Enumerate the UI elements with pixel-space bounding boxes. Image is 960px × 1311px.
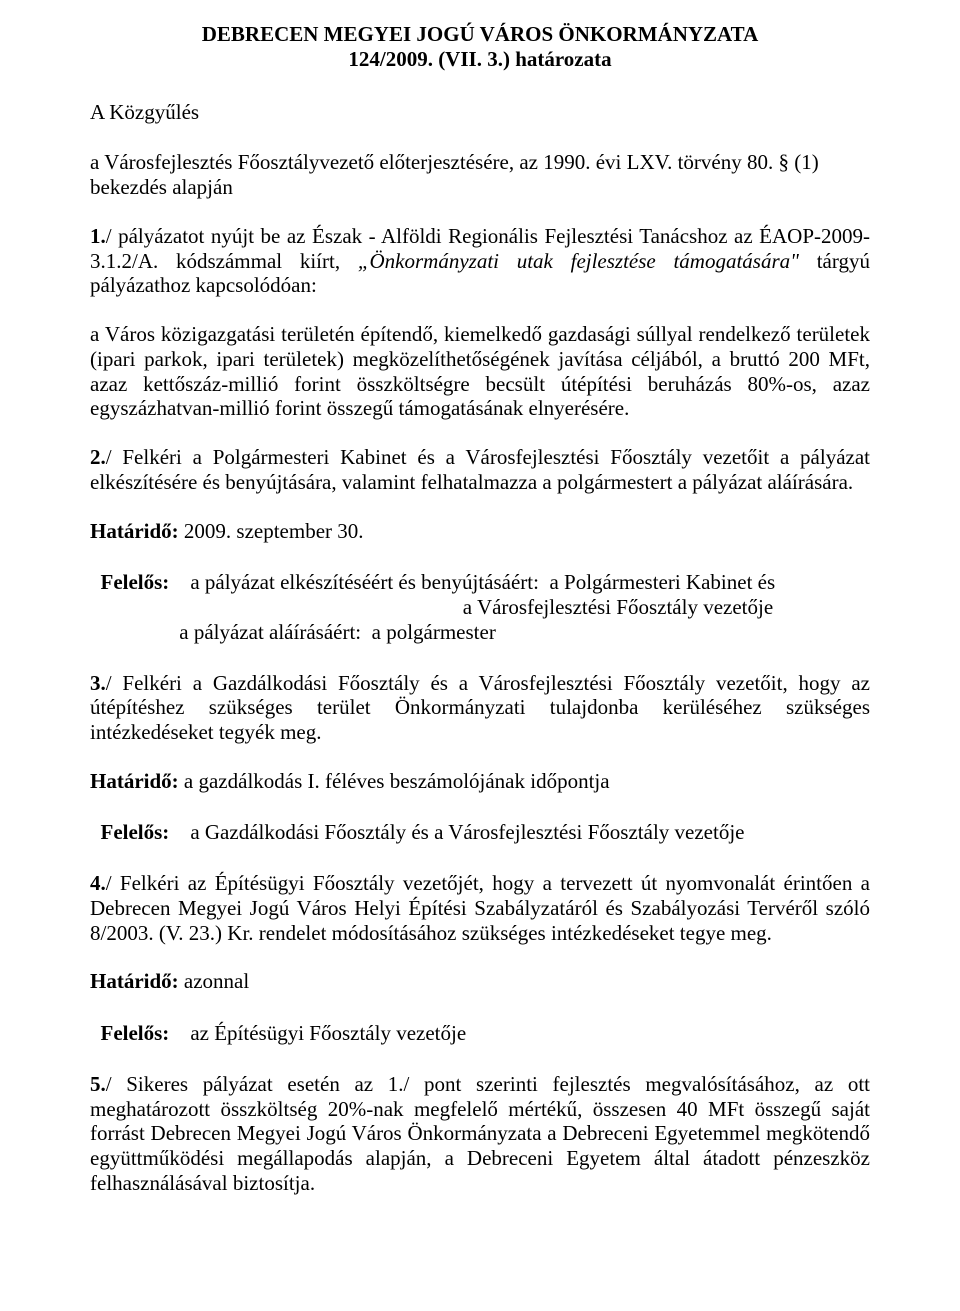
responsible-2: Felelős: a Gazdálkodási Főosztály és a V… [90,796,870,846]
p1-italic: „Önkormányzati utak fejlesztése támogatá… [358,249,799,273]
responsible-3-label: Felelős: [101,1021,170,1045]
deadline-3: Határidő: azonnal [90,969,870,994]
item-3-number: 3. [90,671,106,695]
title-line1: DEBRECEN MEGYEI JOGÚ VÁROS ÖNKORMÁNYZATA [202,22,759,46]
responsible-3-value: az Építésügyi Főosztály vezetője [169,1021,466,1045]
p4-text: / Felkéri az Építésügyi Főosztály vezető… [90,871,870,945]
item-4-number: 4. [90,871,106,895]
responsible-2-label: Felelős: [101,820,170,844]
title-line2: 124/2009. (VII. 3.) határozata [348,47,611,71]
paragraph-3: 3./ Felkéri a Gazdálkodási Főosztály és … [90,671,870,745]
deadline-1: Határidő: 2009. szeptember 30. [90,519,870,544]
responsible-1-r1b: a pályázat elkészítéséért és benyújtásáé… [190,570,775,594]
intro-line1: A Közgyűlés [90,100,870,125]
item-5-number: 5. [90,1072,106,1096]
deadline-2: Határidő: a gazdálkodás I. féléves beszá… [90,769,870,794]
p2-text: / Felkéri a Polgármesteri Kabinet és a V… [90,445,870,494]
paragraph-2: 2./ Felkéri a Polgármesteri Kabinet és a… [90,445,870,495]
responsible-1: Felelős: a pályázat elkészítéséért és be… [90,545,870,644]
paragraph-4: 4./ Felkéri az Építésügyi Főosztály veze… [90,871,870,945]
p3-text: / Felkéri a Gazdálkodási Főosztály és a … [90,671,870,745]
responsible-3: Felelős: az Építésügyi Főosztály vezetőj… [90,996,870,1046]
deadline-1-label: Határidő: [90,519,179,543]
deadline-2-label: Határidő: [90,769,179,793]
deadline-2-value: a gazdálkodás I. féléves beszámolójának … [179,769,610,793]
p5-text: / Sikeres pályázat esetén az 1./ pont sz… [90,1072,870,1195]
paragraph-1b: a Város közigazgatási területén építendő… [90,322,870,421]
intro-line2: a Városfejlesztés Főosztályvezető előter… [90,150,870,200]
deadline-1-value: 2009. szeptember 30. [179,519,364,543]
paragraph-1a: 1./ pályázatot nyújt be az Észak - Alföl… [90,224,870,298]
deadline-3-label: Határidő: [90,969,179,993]
responsible-1-r2: a Városfejlesztési Főosztály vezetője [90,595,773,619]
item-1-number: 1. [90,224,106,248]
responsible-1-r3: a pályázat aláírásáért: a polgármester [90,620,496,644]
paragraph-5: 5./ Sikeres pályázat esetén az 1./ pont … [90,1072,870,1196]
deadline-3-value: azonnal [179,969,250,993]
item-2-number: 2. [90,445,106,469]
responsible-1-r1 [169,570,190,594]
responsible-1-label: Felelős: [101,570,170,594]
responsible-2-value: a Gazdálkodási Főosztály és a Városfejle… [169,820,744,844]
document-title: DEBRECEN MEGYEI JOGÚ VÁROS ÖNKORMÁNYZATA… [90,22,870,72]
